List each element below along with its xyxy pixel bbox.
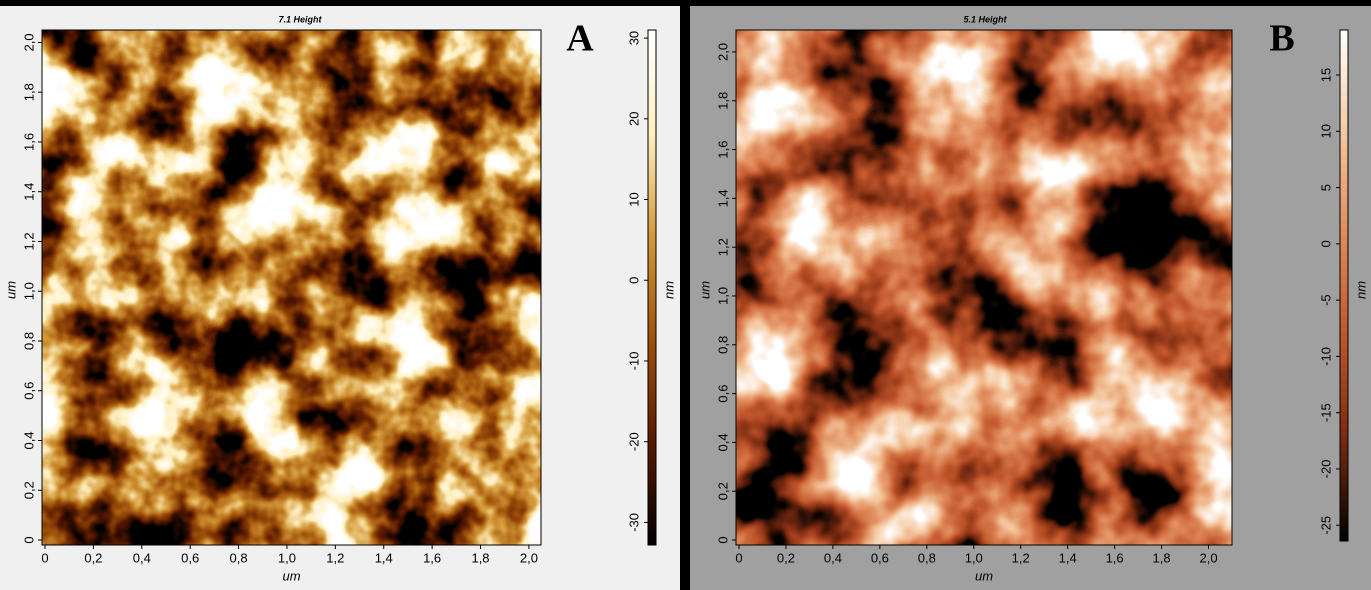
y-tick-label: 0 — [21, 536, 36, 543]
y-tick-label: 1,8 — [21, 83, 36, 101]
x-tick-label: 0,4 — [824, 550, 842, 565]
x-axis-label: um — [282, 568, 300, 583]
colorbar-tick-label: -15 — [1318, 403, 1333, 422]
x-axis-label: um — [975, 568, 993, 583]
x-tick-label: 1,0 — [965, 550, 983, 565]
y-tick-label: 1,0 — [715, 287, 730, 305]
x-tick-label: 1,4 — [375, 550, 393, 565]
height-map — [736, 30, 1232, 545]
colorbar-tick-label: 15 — [1318, 68, 1333, 82]
panel-label: B — [1269, 18, 1294, 60]
x-tick-label: 0,8 — [918, 550, 936, 565]
chart-title: 7.1 Height — [278, 14, 322, 24]
y-axis-label: um — [3, 281, 18, 299]
y-tick-label: 1,2 — [21, 232, 36, 250]
x-tick-label: 0,2 — [777, 550, 795, 565]
y-tick-label: 0,8 — [21, 332, 36, 350]
colorbar-tick-label: -20 — [626, 432, 641, 451]
y-tick-label: 2,0 — [715, 43, 730, 61]
y-tick-label: 0,6 — [715, 385, 730, 403]
y-tick-label: 1,0 — [21, 282, 36, 300]
x-tick-label: 1,6 — [423, 550, 441, 565]
y-tick-label: 0,4 — [21, 431, 36, 449]
chart-title: 5.1 Height — [963, 14, 1007, 24]
y-tick-label: 0,4 — [715, 433, 730, 451]
y-axis-label: um — [697, 281, 712, 299]
colorbar-tick-label: 10 — [626, 192, 641, 206]
x-tick-label: 0,6 — [181, 550, 199, 565]
colorbar — [1339, 29, 1349, 542]
colorbar-tick-label: -10 — [1318, 347, 1333, 366]
x-tick-label: 1,8 — [471, 550, 489, 565]
x-tick-label: 0,8 — [230, 550, 248, 565]
colorbar-tick-label: -5 — [1318, 294, 1333, 306]
x-tick-label: 1,6 — [1106, 550, 1124, 565]
y-tick-label: 1,6 — [715, 141, 730, 159]
colorbar-tick-label: -30 — [626, 513, 641, 532]
colorbar-tick-label: -10 — [626, 352, 641, 371]
x-tick-label: 1,8 — [1153, 550, 1171, 565]
colorbar — [647, 29, 657, 546]
x-tick-label: 2,0 — [1199, 550, 1217, 565]
x-tick-label: 0,6 — [871, 550, 889, 565]
y-tick-label: 0,6 — [21, 382, 36, 400]
y-tick-label: 0,2 — [21, 481, 36, 499]
panel-label: A — [566, 18, 594, 60]
colorbar-tick-label: -25 — [1318, 516, 1333, 535]
x-tick-label: 1,2 — [1012, 550, 1030, 565]
x-tick-label: 0,2 — [84, 550, 102, 565]
x-tick-label: 0 — [41, 550, 48, 565]
y-tick-label: 1,2 — [715, 238, 730, 256]
y-tick-label: 1,8 — [715, 92, 730, 110]
y-tick-label: 0 — [715, 536, 730, 543]
y-tick-label: 1,4 — [21, 183, 36, 201]
colorbar-tick-label: 20 — [626, 112, 641, 126]
plot-frame — [735, 29, 1233, 546]
y-tick-label: 0,8 — [715, 336, 730, 354]
plot-frame — [41, 29, 542, 546]
y-tick-label: 2,0 — [21, 33, 36, 51]
x-tick-label: 0 — [735, 550, 742, 565]
colorbar-label: nm — [661, 281, 676, 299]
colorbar-tick-label: -20 — [1318, 460, 1333, 479]
y-tick-label: 1,4 — [715, 189, 730, 207]
height-map — [42, 30, 541, 545]
x-tick-label: 0,4 — [133, 550, 151, 565]
x-tick-label: 1,2 — [326, 550, 344, 565]
colorbar-tick-label: 30 — [626, 31, 641, 45]
y-tick-label: 0,2 — [715, 482, 730, 500]
y-tick-label: 1,6 — [21, 133, 36, 151]
colorbar-label: nm — [1353, 281, 1368, 299]
colorbar-tick-label: 0 — [1318, 240, 1333, 247]
x-tick-label: 1,4 — [1059, 550, 1077, 565]
colorbar-tick-label: 10 — [1318, 124, 1333, 138]
x-tick-label: 2,0 — [520, 550, 538, 565]
colorbar-tick-label: 0 — [626, 277, 641, 284]
x-tick-label: 1,0 — [278, 550, 296, 565]
colorbar-tick-label: 5 — [1318, 184, 1333, 191]
